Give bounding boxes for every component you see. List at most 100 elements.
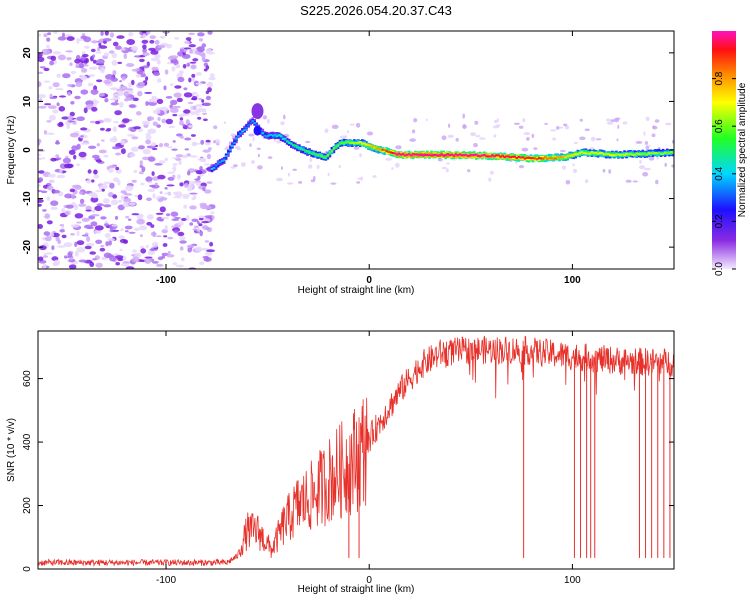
noise-speckle [171,225,175,228]
noise-speckle [57,122,64,128]
noise-speckle [473,142,478,148]
noise-speckle [120,263,130,267]
noise-speckle [76,240,85,246]
noise-speckle [147,128,157,134]
noise-speckle [101,188,105,192]
noise-speckle [118,235,125,239]
noise-speckle [78,191,84,195]
noise-speckle [167,236,174,240]
noise-speckle [183,40,190,45]
signal-track-cell [281,138,285,140]
noise-speckle [90,196,99,203]
noise-speckle [38,33,42,37]
signal-track-cell [661,152,665,155]
noise-speckle [92,193,98,199]
noise-speckle [356,181,361,184]
colorbar-tick-label: 0.4 [714,166,725,180]
signal-track-cell [442,154,445,157]
noise-speckle [46,120,52,123]
noise-speckle [111,224,118,227]
noise-speckle [198,38,203,42]
noise-speckle [559,126,564,129]
signal-track-cell [535,158,539,161]
noise-speckle [455,137,459,142]
noise-speckle [573,141,578,144]
signal-track-cell [312,153,315,155]
signal-track-cell [611,152,614,156]
noise-speckle [64,211,70,216]
signal-track-cell [294,144,297,147]
noise-speckle [196,94,200,98]
noise-speckle [206,249,216,253]
noise-speckle [148,47,157,52]
signal-track-cell [330,149,334,152]
noise-speckle [104,223,109,227]
noise-speckle [139,245,145,249]
noise-speckle [200,158,207,163]
spectrogram-ytick-label: 0 [22,147,33,153]
noise-speckle [330,182,337,185]
noise-speckle [103,181,111,185]
noise-speckle [145,176,153,183]
noise-speckle [488,177,492,182]
noise-speckle [665,122,672,126]
noise-speckle [654,119,660,123]
noise-speckle [75,81,83,88]
noise-speckle [115,262,120,266]
noise-speckle [179,182,184,187]
noise-speckle [81,217,90,222]
noise-speckle [74,250,79,257]
noise-speckle [59,229,65,233]
chart-title: S225.2026.054.20.37.C43 [300,3,452,18]
signal-track-cell [586,150,590,155]
noise-speckle [186,244,195,249]
noise-speckle [187,101,194,104]
noise-speckle [56,73,61,79]
noise-speckle [145,101,149,106]
noise-speckle [202,225,209,231]
noise-speckle [123,198,132,203]
noise-speckle [572,168,578,173]
signal-track-cell [560,156,563,160]
noise-speckle [168,125,175,129]
noise-speckle [92,59,97,64]
noise-speckle [441,166,447,170]
noise-speckle [205,90,210,95]
signal-track-cell [625,153,628,155]
noise-speckle [156,124,161,128]
noise-speckle [38,203,42,207]
colorbar-gradient [712,31,736,269]
signal-track-cell [523,157,527,160]
noise-speckle [590,136,596,142]
signal-track-cell [265,135,269,138]
noise-speckle [140,248,147,254]
signal-track-cell [261,132,265,135]
signal-track-cell [308,151,311,154]
signal-track-cell [212,166,216,169]
signal-track-cell [615,153,618,156]
signal-track-cell [552,155,555,159]
noise-speckle [565,180,571,185]
noise-speckle [615,117,621,120]
signal-track-cell [320,155,323,158]
noise-speckle [124,98,129,102]
signal-track-cell [485,155,488,158]
noise-speckle [445,168,449,173]
signal-track-cell [241,130,244,133]
signal-track-cell [631,153,634,156]
signal-track-cell [462,154,466,157]
noise-speckle [82,53,89,58]
signal-track-cell [584,152,588,155]
noise-speckle [205,251,213,256]
noise-speckle [38,94,46,99]
noise-speckle [94,230,100,234]
noise-speckle [602,168,606,173]
noise-speckle [43,33,48,38]
signal-track-cell [243,129,246,131]
noise-speckle [100,67,105,74]
noise-speckle [462,113,466,119]
signal-track-cell [537,157,541,161]
noise-speckle [475,135,481,138]
noise-speckle [93,102,97,107]
noise-speckle [71,193,76,200]
